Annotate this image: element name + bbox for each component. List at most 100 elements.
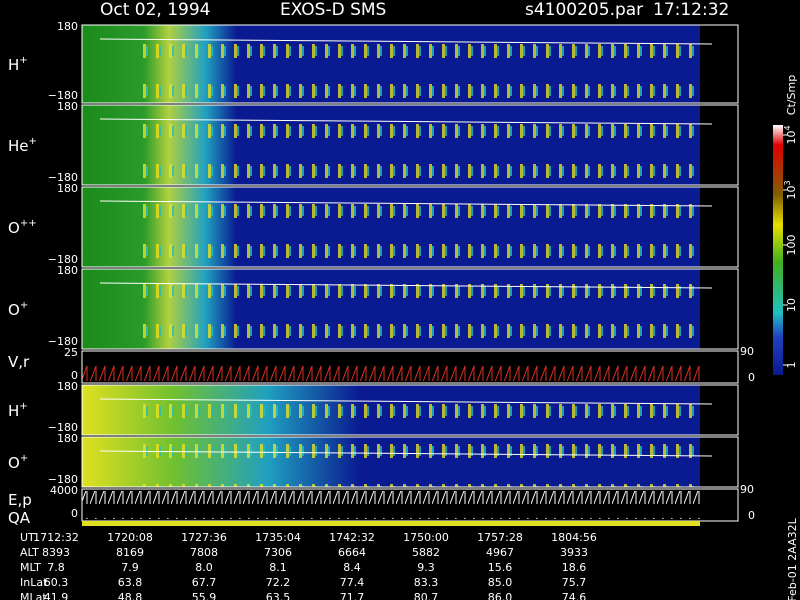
panel-label: He+	[8, 136, 37, 155]
table-cell: 8169	[116, 546, 144, 559]
stripes	[140, 385, 695, 435]
table-cell: 60.3	[44, 576, 69, 589]
tick-label: −180	[48, 421, 78, 434]
label-sup: +	[20, 300, 28, 311]
trace	[99, 282, 713, 289]
stripes	[140, 25, 695, 103]
label: H	[8, 402, 19, 420]
table-cell: 1742:32	[329, 531, 375, 544]
tick-label: 4000	[50, 484, 78, 497]
label: O	[8, 219, 20, 237]
table-cell: 8393	[42, 546, 70, 559]
trace	[82, 353, 700, 381]
tick-label: 90	[740, 483, 754, 496]
frame	[81, 104, 739, 186]
row-label: ALT	[20, 546, 39, 559]
trace	[99, 398, 713, 405]
colorbar-tick: 100	[785, 235, 798, 256]
frame	[81, 436, 739, 488]
panel-label: E,p	[8, 491, 32, 509]
tick-label: 0	[748, 509, 755, 522]
table-cell: 1757:28	[477, 531, 523, 544]
colorbar-unit: Ct/Smp	[785, 75, 798, 115]
panel-label: O++	[8, 218, 37, 237]
table-cell: 80.7	[414, 591, 439, 600]
tick-label: −180	[48, 335, 78, 348]
date: Oct 02, 1994	[100, 0, 211, 20]
tick-label: 180	[57, 182, 78, 195]
tick-base: 10	[785, 186, 798, 200]
label: He	[8, 137, 29, 155]
table-cell: 1804:56	[551, 531, 597, 544]
table-cell: 8.0	[195, 561, 213, 574]
frame	[81, 384, 739, 436]
tick-label: −180	[48, 89, 78, 102]
row-label: MLat	[20, 591, 47, 600]
panel-label: H+	[8, 401, 28, 420]
panel-label: V,r	[8, 353, 30, 371]
label: O	[8, 301, 20, 319]
table-cell: 7.9	[121, 561, 139, 574]
tick-label: 0	[71, 369, 78, 382]
table-cell: 55.9	[192, 591, 217, 600]
footer: Feb-01 2AA32L	[786, 517, 799, 600]
frame	[81, 24, 739, 104]
colorbar-tick: 1	[785, 362, 798, 369]
tick-label: 25	[64, 346, 78, 359]
colorbar-tick: 104	[783, 125, 798, 144]
label: H	[8, 56, 19, 74]
table-cell: 7808	[190, 546, 218, 559]
colorbar	[773, 125, 783, 375]
table-cell: 1720:08	[107, 531, 153, 544]
panel-label: H+	[8, 55, 28, 74]
table-cell: 86.0	[488, 591, 513, 600]
tick-label: 180	[57, 100, 78, 113]
table-cell: 8.4	[343, 561, 361, 574]
file: s4100205.par	[525, 0, 643, 20]
trace	[82, 491, 700, 519]
qa-bar	[82, 521, 700, 526]
trace	[99, 118, 713, 125]
time: 17:12:32	[653, 0, 729, 20]
table-cell: 15.6	[488, 561, 513, 574]
table-cell: 1727:36	[181, 531, 227, 544]
panel-label: O+	[8, 453, 28, 472]
table-cell: 75.7	[562, 576, 587, 589]
table-cell: 7.8	[47, 561, 65, 574]
table-cell: 63.8	[118, 576, 143, 589]
frame	[81, 268, 739, 350]
instrument: EXOS-D SMS	[280, 0, 386, 20]
frame	[81, 350, 739, 384]
label-sup: +	[19, 401, 27, 412]
stripes	[140, 187, 695, 267]
tick-base: 10	[785, 131, 798, 145]
table-cell: 85.0	[488, 576, 513, 589]
table-cell: 63.5	[266, 591, 291, 600]
label-sup: +	[19, 55, 27, 66]
label-sup: ++	[20, 218, 37, 229]
trace	[99, 38, 713, 45]
row-label: InLat	[20, 576, 48, 589]
tick-exp: 3	[783, 180, 792, 185]
label-sup: +	[29, 136, 37, 147]
colorbar-tick: 10	[785, 298, 798, 312]
table-cell: 83.3	[414, 576, 439, 589]
table-cell: 72.2	[266, 576, 291, 589]
tick-exp: 4	[783, 125, 792, 130]
table-cell: 3933	[560, 546, 588, 559]
frame	[81, 186, 739, 268]
table-cell: 18.6	[562, 561, 587, 574]
table-cell: 71.7	[340, 591, 365, 600]
row-label: MLT	[20, 561, 41, 574]
label-sup: +	[20, 453, 28, 464]
panel-label: QA	[8, 509, 31, 527]
tick-label: 180	[57, 380, 78, 393]
stripes	[140, 269, 695, 349]
tick-label: 0	[748, 371, 755, 384]
table-cell: 5882	[412, 546, 440, 559]
table-cell: 7306	[264, 546, 292, 559]
tick-label: −180	[48, 473, 78, 486]
